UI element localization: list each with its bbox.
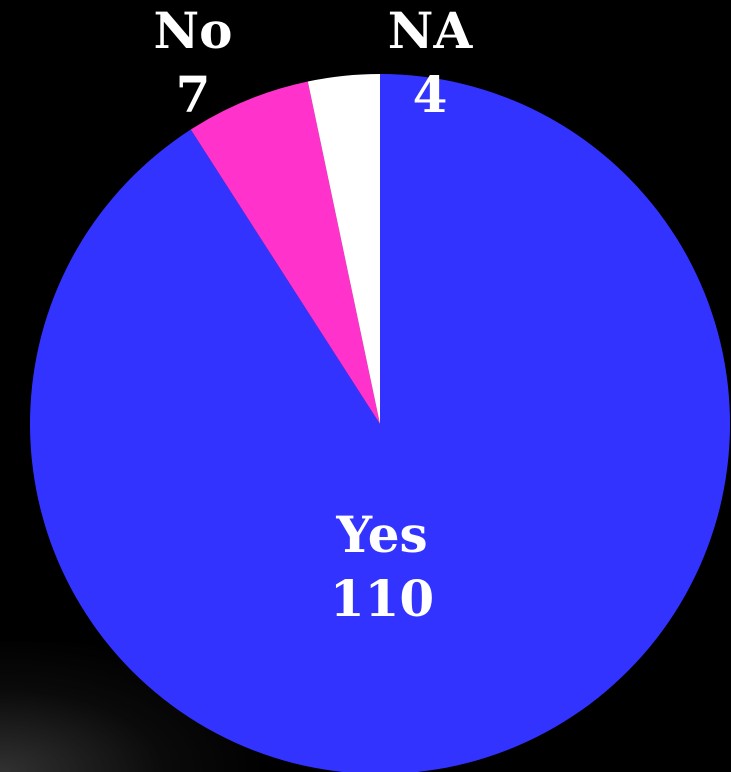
pie-slices	[30, 74, 730, 772]
slice-value-no: 7	[176, 65, 211, 124]
pie-slice-no	[190, 81, 380, 425]
slice-label-no: No	[153, 1, 232, 60]
pie-slice-na	[307, 74, 380, 424]
pie-slice-yes	[30, 74, 730, 772]
slice-label-yes: Yes	[335, 505, 427, 564]
slice-label-na: NA	[388, 1, 474, 60]
slice-value-yes: 110	[330, 569, 434, 628]
slice-value-na: 4	[413, 65, 448, 124]
